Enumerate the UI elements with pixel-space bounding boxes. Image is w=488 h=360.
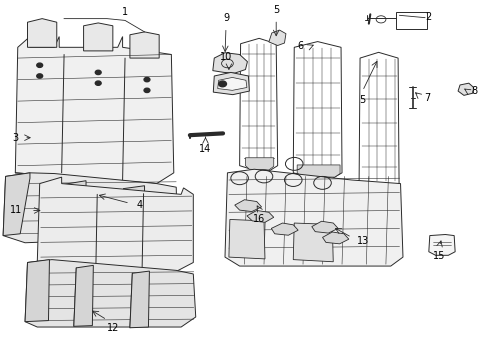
Circle shape <box>95 81 101 85</box>
Polygon shape <box>59 181 86 244</box>
Circle shape <box>95 70 101 75</box>
Polygon shape <box>213 72 249 95</box>
Polygon shape <box>457 83 473 95</box>
Text: 15: 15 <box>432 251 445 261</box>
Polygon shape <box>246 211 273 222</box>
Polygon shape <box>130 32 159 58</box>
Polygon shape <box>25 260 49 321</box>
Text: 2: 2 <box>424 12 430 22</box>
Polygon shape <box>27 19 57 47</box>
Polygon shape <box>245 158 273 170</box>
Polygon shape <box>212 53 247 73</box>
Text: 4: 4 <box>136 200 142 210</box>
Text: 5: 5 <box>272 5 279 15</box>
Polygon shape <box>74 265 93 326</box>
Polygon shape <box>3 173 177 243</box>
Circle shape <box>37 74 42 78</box>
Text: 12: 12 <box>106 323 119 333</box>
Circle shape <box>37 63 42 67</box>
Polygon shape <box>224 169 402 266</box>
Polygon shape <box>311 221 337 233</box>
Polygon shape <box>293 223 332 262</box>
Polygon shape <box>234 200 261 212</box>
Text: 9: 9 <box>223 13 228 23</box>
Polygon shape <box>268 30 285 45</box>
Polygon shape <box>130 271 149 328</box>
Polygon shape <box>83 23 113 51</box>
Polygon shape <box>428 234 454 255</box>
Polygon shape <box>271 223 298 235</box>
Text: 7: 7 <box>423 93 429 103</box>
Circle shape <box>218 81 226 87</box>
Polygon shape <box>25 260 195 327</box>
Text: 8: 8 <box>470 86 476 96</box>
Text: 13: 13 <box>356 236 368 246</box>
Circle shape <box>144 88 150 93</box>
Polygon shape <box>3 173 30 235</box>
Polygon shape <box>322 232 348 244</box>
Polygon shape <box>217 77 246 90</box>
Polygon shape <box>297 165 339 177</box>
Text: 3: 3 <box>12 133 19 143</box>
Text: 10: 10 <box>220 51 232 62</box>
Circle shape <box>144 77 150 82</box>
Text: 16: 16 <box>252 214 264 224</box>
Text: 6: 6 <box>297 41 304 50</box>
Text: 11: 11 <box>10 206 22 216</box>
Polygon shape <box>118 186 144 251</box>
Text: 1: 1 <box>122 7 128 17</box>
Polygon shape <box>15 37 173 184</box>
Polygon shape <box>37 177 193 271</box>
Text: 5: 5 <box>359 95 365 105</box>
Polygon shape <box>228 220 264 259</box>
Text: 14: 14 <box>199 144 211 154</box>
